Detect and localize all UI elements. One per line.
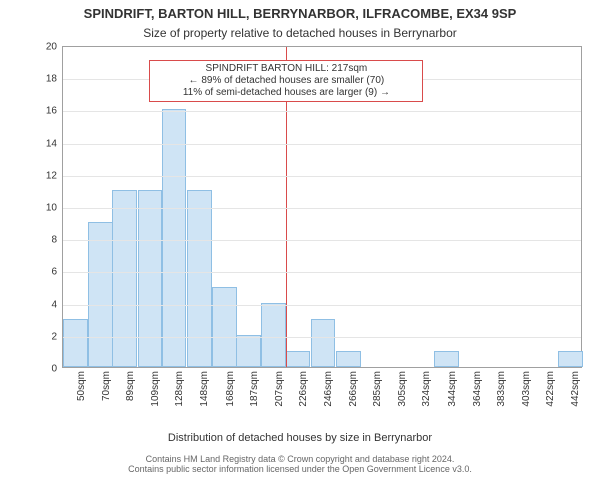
histogram-bar [434, 351, 459, 367]
gridline [63, 272, 581, 273]
gridline [63, 305, 581, 306]
x-tick-label: 70sqm [101, 371, 112, 401]
chart-figure: SPINDRIFT, BARTON HILL, BERRYNARBOR, ILF… [0, 0, 600, 500]
histogram-bar [558, 351, 583, 367]
histogram-bar [261, 303, 286, 367]
gridline [63, 208, 581, 209]
footer-attribution: Contains HM Land Registry data © Crown c… [0, 454, 600, 475]
y-tick-label: 6 [51, 267, 57, 278]
histogram-bar [88, 222, 113, 367]
y-tick-label: 0 [51, 364, 57, 375]
x-tick-label: 344sqm [447, 371, 458, 407]
y-tick-label: 16 [46, 106, 57, 117]
x-tick-label: 383sqm [496, 371, 507, 407]
y-tick-label: 20 [46, 42, 57, 53]
gridline [63, 240, 581, 241]
histogram-bar [112, 190, 137, 367]
histogram-bar [162, 109, 187, 367]
y-tick-label: 2 [51, 331, 57, 342]
gridline [63, 337, 581, 338]
x-tick-label: 285sqm [372, 371, 383, 407]
x-tick-label: 246sqm [323, 371, 334, 407]
gridline [63, 111, 581, 112]
x-tick-label: 266sqm [348, 371, 359, 407]
y-tick-label: 18 [46, 74, 57, 85]
histogram-bar [138, 190, 163, 367]
histogram-bar [285, 351, 310, 367]
y-tick-label: 4 [51, 299, 57, 310]
x-tick-label: 168sqm [225, 371, 236, 407]
annotation-line3: 11% of semi-detached houses are larger (… [154, 87, 418, 99]
y-tick-label: 10 [46, 203, 57, 214]
x-tick-label: 324sqm [421, 371, 432, 407]
x-tick-label: 148sqm [199, 371, 210, 407]
chart-title: SPINDRIFT, BARTON HILL, BERRYNARBOR, ILF… [0, 6, 600, 21]
chart-subtitle: Size of property relative to detached ho… [0, 26, 600, 40]
histogram-bar [187, 190, 212, 367]
x-tick-label: 442sqm [570, 371, 581, 407]
histogram-bar [63, 319, 88, 367]
x-tick-label: 364sqm [472, 371, 483, 407]
gridline [63, 144, 581, 145]
annotation-line1: SPINDRIFT BARTON HILL: 217sqm [154, 63, 418, 75]
footer-line1: Contains HM Land Registry data © Crown c… [0, 454, 600, 464]
x-axis-label: Distribution of detached houses by size … [0, 432, 600, 444]
footer-line2: Contains public sector information licen… [0, 464, 600, 474]
gridline [63, 176, 581, 177]
y-tick-label: 8 [51, 235, 57, 246]
x-tick-label: 128sqm [174, 371, 185, 407]
x-tick-label: 207sqm [274, 371, 285, 407]
x-tick-label: 403sqm [521, 371, 532, 407]
annotation-line2: ← 89% of detached houses are smaller (70… [154, 75, 418, 87]
x-tick-label: 89sqm [125, 371, 136, 401]
x-tick-label: 187sqm [249, 371, 260, 407]
annotation-box: SPINDRIFT BARTON HILL: 217sqm ← 89% of d… [149, 60, 423, 102]
y-tick-label: 14 [46, 138, 57, 149]
histogram-bar [336, 351, 361, 367]
y-tick-label: 12 [46, 170, 57, 181]
plot-area: SPINDRIFT BARTON HILL: 217sqm ← 89% of d… [62, 46, 582, 368]
x-tick-label: 50sqm [76, 371, 87, 401]
histogram-bar [236, 335, 261, 367]
x-tick-label: 226sqm [298, 371, 309, 407]
histogram-bar [311, 319, 336, 367]
histogram-bar [212, 287, 237, 368]
x-tick-label: 422sqm [545, 371, 556, 407]
x-tick-label: 109sqm [150, 371, 161, 407]
x-tick-label: 305sqm [397, 371, 408, 407]
